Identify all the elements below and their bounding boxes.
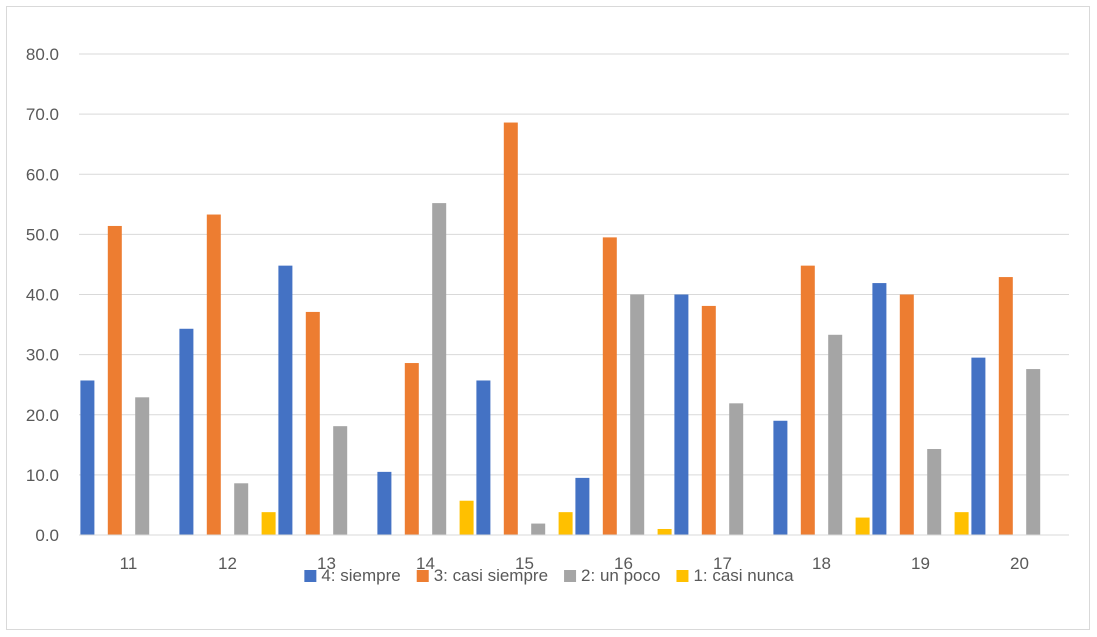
bar (927, 449, 942, 535)
legend-item: 3: casi siempre (416, 566, 548, 585)
bar (701, 305, 716, 535)
x-axis-tick-labels: 11 12 13 14 15 16 17 18 19 20 (120, 554, 1029, 573)
legend-item: 1: casi nunca (676, 566, 794, 585)
bar (206, 214, 221, 535)
bar (899, 294, 914, 535)
legend-label: 2: un poco (581, 566, 660, 585)
x-tick-label: 13 (317, 554, 336, 573)
bar (630, 294, 645, 535)
bar (855, 517, 870, 535)
legend-item: 2: un poco (564, 566, 660, 585)
bar (575, 477, 590, 535)
bar (503, 122, 518, 535)
bar (1026, 369, 1041, 535)
y-tick-label: 30.0 (26, 346, 59, 365)
bar (179, 328, 194, 535)
bar-chart: 0.0 10.0 20.0 30.0 40.0 50.0 60.0 70.0 80.0 11 12… (26, 45, 1069, 585)
bar (80, 380, 95, 535)
bars (80, 122, 1041, 536)
y-tick-label: 60.0 (26, 165, 59, 184)
bar (872, 283, 887, 535)
x-tick-label: 12 (218, 554, 237, 573)
legend-swatch (304, 570, 317, 582)
legend-label: 1: casi nunca (693, 566, 794, 585)
x-tick-label: 18 (812, 554, 831, 573)
legend-label: 3: casi siempre (434, 566, 548, 585)
y-tick-label: 50.0 (26, 225, 59, 244)
y-tick-label: 80.0 (26, 45, 59, 64)
legend-swatch (416, 570, 429, 582)
x-tick-label: 11 (120, 554, 138, 573)
bar (729, 403, 744, 535)
bar (531, 523, 546, 535)
bar (432, 203, 447, 536)
bar (377, 471, 392, 535)
gridlines (79, 53, 1069, 476)
chart-frame: 0.0 10.0 20.0 30.0 40.0 50.0 60.0 70.0 80.0 11 12… (6, 6, 1090, 630)
legend: 4: siempre 3: casi siempre 2: un poco 1: ca… (304, 566, 794, 585)
bar (954, 512, 969, 535)
legend-swatch (676, 570, 689, 582)
bar (107, 225, 122, 535)
bar (800, 265, 815, 535)
bar (305, 311, 320, 535)
bar (333, 426, 348, 535)
y-axis-tick-labels: 0.0 10.0 20.0 30.0 40.0 50.0 60.0 70.0 80.0 (26, 45, 59, 545)
bar (261, 512, 276, 535)
y-tick-label: 70.0 (26, 105, 59, 124)
bar (278, 265, 293, 535)
y-tick-label: 20.0 (26, 406, 59, 425)
y-tick-label: 10.0 (26, 466, 59, 485)
bar (135, 397, 150, 535)
x-tick-label: 20 (1010, 554, 1029, 573)
bar (459, 500, 474, 535)
bar (773, 420, 788, 535)
bar (404, 363, 419, 535)
x-tick-label: 15 (515, 554, 534, 573)
y-tick-label: 40.0 (26, 286, 59, 305)
bar (828, 334, 843, 535)
bar (998, 277, 1013, 535)
legend-item: 4: siempre (304, 566, 401, 585)
legend-swatch (564, 570, 577, 582)
x-tick-label: 16 (614, 554, 633, 573)
bar (234, 483, 249, 535)
bar (657, 528, 672, 535)
x-tick-label: 17 (713, 554, 732, 573)
x-tick-label: 19 (911, 554, 930, 573)
bar (476, 380, 491, 535)
bar (971, 357, 986, 535)
bar (602, 237, 617, 535)
x-tick-label: 14 (416, 554, 435, 573)
legend-label: 4: siempre (321, 566, 400, 585)
bar (674, 294, 689, 535)
bar (558, 512, 573, 535)
y-tick-label: 0.0 (35, 526, 59, 545)
